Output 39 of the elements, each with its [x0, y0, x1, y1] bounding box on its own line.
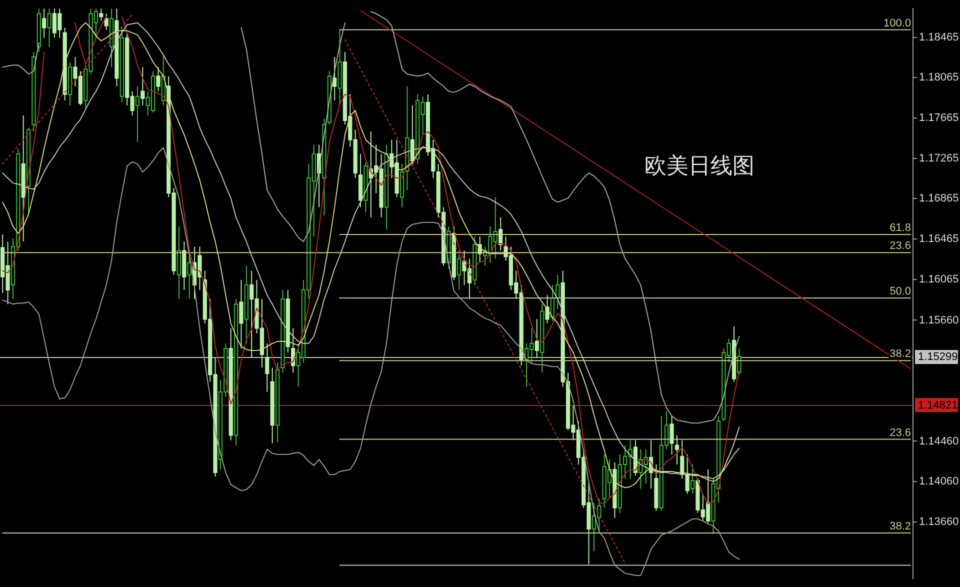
candlestick — [99, 8, 104, 22]
y-tick-label: 1.14060 — [919, 476, 959, 488]
series-label: 23.6 — [890, 240, 911, 252]
series-label: 50.0 — [890, 286, 911, 298]
series-label: 100.0 — [883, 17, 911, 30]
series-label: 38.2 — [890, 520, 911, 533]
y-tick-label: 1.17665 — [919, 112, 959, 124]
series-label: 23.6 — [890, 426, 911, 439]
series-label: 38.2 — [890, 348, 911, 360]
candlestick — [42, 8, 46, 38]
candlestick — [47, 8, 52, 48]
candlestick — [156, 66, 160, 92]
y-tick-label: 1.15660 — [919, 314, 959, 326]
y-tick-label: 1.16865 — [919, 192, 959, 205]
candlestick — [545, 294, 550, 324]
y-tick-label: 1.18465 — [919, 31, 959, 44]
y-tick-label: 1.13660 — [919, 516, 959, 528]
y-tick-label: 1.16465 — [919, 233, 959, 246]
candlestick — [685, 454, 690, 494]
candlestick — [265, 342, 270, 392]
y-tick-label: 1.18065 — [919, 72, 959, 84]
candlestick — [670, 416, 674, 455]
candlestick — [135, 86, 140, 142]
candlestick — [410, 104, 414, 164]
text: 欧美日线图 — [644, 154, 755, 180]
y-tick-label: 1.17265 — [919, 152, 959, 164]
series-label: 61.8 — [890, 222, 911, 234]
candlestick — [332, 56, 337, 101]
candlestick — [674, 434, 680, 465]
candlestick — [457, 250, 462, 290]
candlestick — [140, 66, 145, 106]
candlestick — [104, 13, 108, 30]
ref-line-label: 1.15299 — [918, 351, 958, 364]
candlestick — [690, 464, 695, 494]
ref-line-label: 1.14821 — [918, 399, 958, 412]
y-tick-label: 1.14460 — [919, 435, 959, 448]
candlestick — [534, 318, 539, 358]
candlestick — [239, 279, 244, 349]
y-tick-label: 1.16065 — [919, 273, 959, 286]
